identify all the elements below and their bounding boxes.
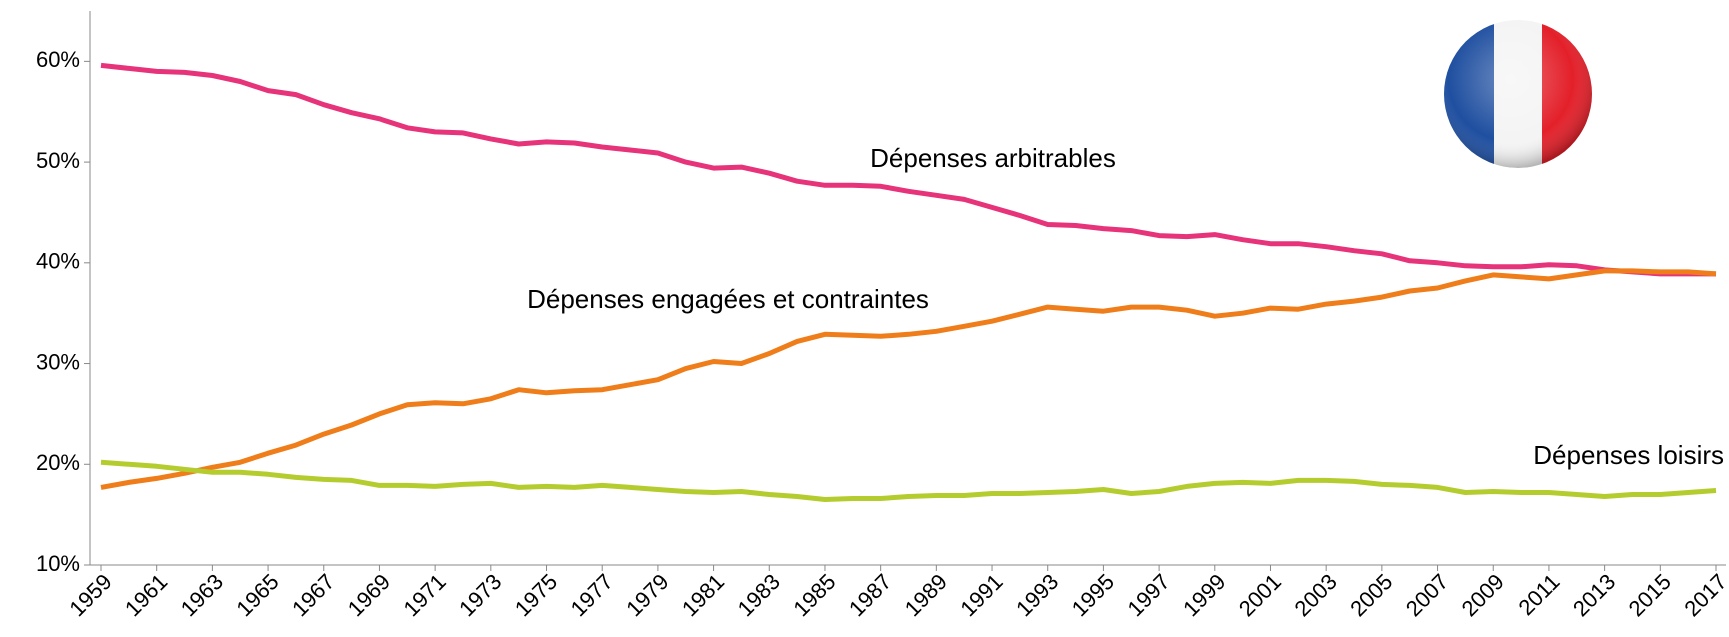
x-tick-label: 2017 <box>1679 569 1729 621</box>
y-tick-label: 60% <box>36 47 80 72</box>
x-tick-label: 1965 <box>231 569 283 621</box>
line-series <box>100 268 1717 490</box>
x-tick-label: 1999 <box>1178 569 1230 621</box>
y-tick-label: 40% <box>36 249 80 274</box>
x-tick-label: 1963 <box>176 569 228 621</box>
x-tick-label: 2005 <box>1345 569 1397 621</box>
x-tick-label: 1967 <box>287 569 339 621</box>
x-tick-label: 1991 <box>955 569 1007 621</box>
x-tick-label: 2011 <box>1513 569 1564 620</box>
x-tick-label: 1987 <box>844 569 896 621</box>
series-label: Dépenses arbitrables <box>870 143 1116 173</box>
x-tick-label: 2007 <box>1401 569 1453 621</box>
y-tick-label: 50% <box>36 148 80 173</box>
x-tick-label: 2015 <box>1624 569 1676 621</box>
series-label: Dépenses engagées et contraintes <box>527 284 929 314</box>
x-tick-label: 1975 <box>510 569 562 621</box>
y-tick-label: 20% <box>36 450 80 475</box>
flag <box>1444 20 1592 168</box>
x-tick-label: 2003 <box>1290 569 1342 621</box>
x-tick-label: 2001 <box>1234 569 1286 621</box>
x-tick-label: 1971 <box>398 569 450 621</box>
x-tick-label: 1961 <box>120 569 172 621</box>
x-tick-label: 1977 <box>566 569 618 621</box>
y-tick-label: 30% <box>36 349 80 374</box>
x-tick-label: 1997 <box>1122 569 1174 621</box>
series-label: Dépenses loisirs <box>1533 440 1724 470</box>
line-series <box>100 62 1716 277</box>
x-tick-label: 1959 <box>64 569 116 621</box>
x-tick-label: 2013 <box>1568 569 1620 621</box>
x-tick-label: 1983 <box>733 569 785 621</box>
x-tick-label: 1969 <box>343 569 395 621</box>
y-tick-label: 10% <box>36 551 80 576</box>
x-tick-label: 1989 <box>900 569 952 621</box>
x-tick-label: 1981 <box>677 569 729 621</box>
x-tick-label: 1973 <box>454 569 506 621</box>
x-tick-label: 1993 <box>1011 569 1063 621</box>
x-tick-label: 1979 <box>621 569 673 621</box>
x-tick-label: 1995 <box>1067 569 1119 621</box>
line-series <box>100 459 1717 502</box>
x-tick-label: 1985 <box>788 569 840 621</box>
x-tick-label: 2009 <box>1457 569 1509 621</box>
